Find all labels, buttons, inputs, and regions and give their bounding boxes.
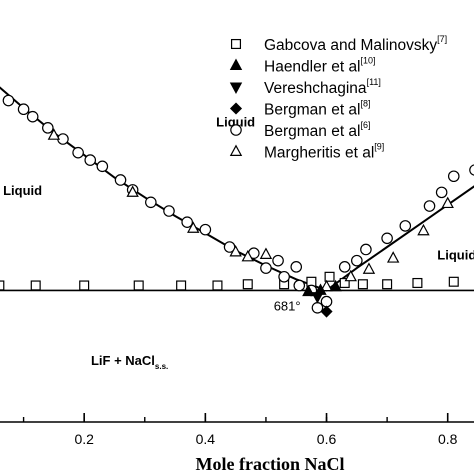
data-point-triangle-up-open (229, 244, 242, 257)
data-point-circle-open (163, 205, 175, 217)
data-point-square-open (212, 280, 223, 291)
data-point-triangle-up-filled (329, 279, 342, 292)
data-point-circle-open (399, 220, 412, 232)
legend-label: Bergman et al[6] (264, 120, 371, 140)
legend-marker (230, 124, 242, 136)
data-point-triangle-up-open (441, 196, 454, 209)
legend-marker (229, 82, 243, 94)
data-point-circle-open (351, 254, 363, 267)
x-axis-label: Mole fraction NaCl (196, 454, 345, 474)
legend-label: Vereshchagina[11] (264, 77, 381, 97)
region-label: LiF + Liquid (0, 183, 42, 198)
data-point-square-open (339, 277, 350, 289)
data-point-circle-open (72, 146, 84, 159)
data-point-triangle-up-open (386, 251, 400, 263)
x-axis-ticks: 0.2 0.4 0.6 0.8 (22, 413, 458, 447)
data-point-circle-open (181, 216, 193, 228)
data-point-square-open (357, 279, 368, 290)
legend-label: Gabcova and Malinovsky[7] (264, 34, 447, 54)
region-label: LiF + NaCls.s. (91, 353, 168, 371)
x-tick-label: 0.4 (196, 431, 216, 447)
data-point-circle-open (447, 170, 460, 183)
x-tick-label: 0.6 (317, 431, 337, 447)
data-point-circle-open (272, 254, 284, 267)
data-point-circle-open (145, 196, 157, 209)
region-label: 681° (274, 298, 301, 313)
region-label: Liquid (216, 115, 255, 130)
legend-marker (229, 102, 243, 115)
data-point-circle-open (469, 164, 474, 176)
data-point-circle-open (320, 295, 333, 308)
data-point-circle-open (435, 186, 448, 199)
region-label: Liquid (437, 247, 474, 262)
legend-marker (229, 58, 243, 71)
data-point-circle-open (293, 279, 306, 292)
data-point-circle-open (360, 243, 372, 256)
data-point-square-open (448, 276, 459, 287)
data-point-circle-open (423, 200, 436, 212)
data-point-circle-open (114, 174, 127, 186)
data-point-diamond-filled (320, 305, 333, 318)
data-point-triangle-up-open (241, 249, 254, 262)
data-point-circle-open (26, 110, 39, 123)
data-point-triangle-up-open (362, 262, 376, 274)
data-point-triangle-up-open (320, 279, 333, 292)
data-point-square-open (242, 279, 253, 290)
data-point-triangle-up-filled (302, 284, 315, 297)
data-point-square-open (382, 279, 393, 290)
region-labels: Liquid LiF + Liquid Liquid 681° LiF + NaCls.… (0, 115, 474, 371)
data-point-triangle-up-open (259, 247, 273, 259)
data-point-square-open (30, 280, 41, 291)
data-point-circle-open (2, 94, 15, 107)
data-point-circle-open (17, 103, 30, 116)
data-point-square-open (79, 280, 90, 291)
data-point-circle-open (199, 223, 212, 236)
data-point-circle-open (260, 262, 272, 274)
data-point-triangle-up-open (417, 223, 430, 236)
data-point-square-open (0, 280, 5, 291)
data-point-circle-open (381, 232, 393, 245)
legend: Gabcova and Malinovsky[7]Haendler et al[… (229, 34, 447, 162)
legend-marker (229, 144, 243, 156)
data-point-circle-open (278, 270, 290, 283)
data-points (0, 94, 474, 318)
data-point-triangle-up-open (187, 221, 200, 233)
data-point-triangle-up-open (47, 128, 61, 140)
data-point-square-open (412, 277, 423, 289)
x-tick-label: 0.2 (74, 431, 94, 447)
legend-marker (230, 38, 242, 50)
data-point-square-open (133, 280, 144, 291)
legend-label: Margheritis et al[9] (264, 142, 384, 162)
data-point-square-open (176, 280, 187, 291)
legend-label: Bergman et al[8] (264, 99, 371, 119)
data-point-triangle-up-open (126, 185, 139, 197)
data-point-circle-open (84, 154, 97, 166)
legend-label: Haendler et al[10] (264, 56, 376, 76)
x-tick-label: 0.8 (438, 431, 458, 447)
data-point-triangle-up-open (344, 269, 357, 282)
data-point-circle-open (96, 160, 109, 173)
data-point-circle-open (338, 261, 351, 273)
data-point-circle-open (290, 261, 303, 273)
data-point-circle-open (42, 122, 54, 134)
data-point-triangle-down-filled (311, 292, 324, 304)
data-point-square-open (324, 271, 335, 282)
